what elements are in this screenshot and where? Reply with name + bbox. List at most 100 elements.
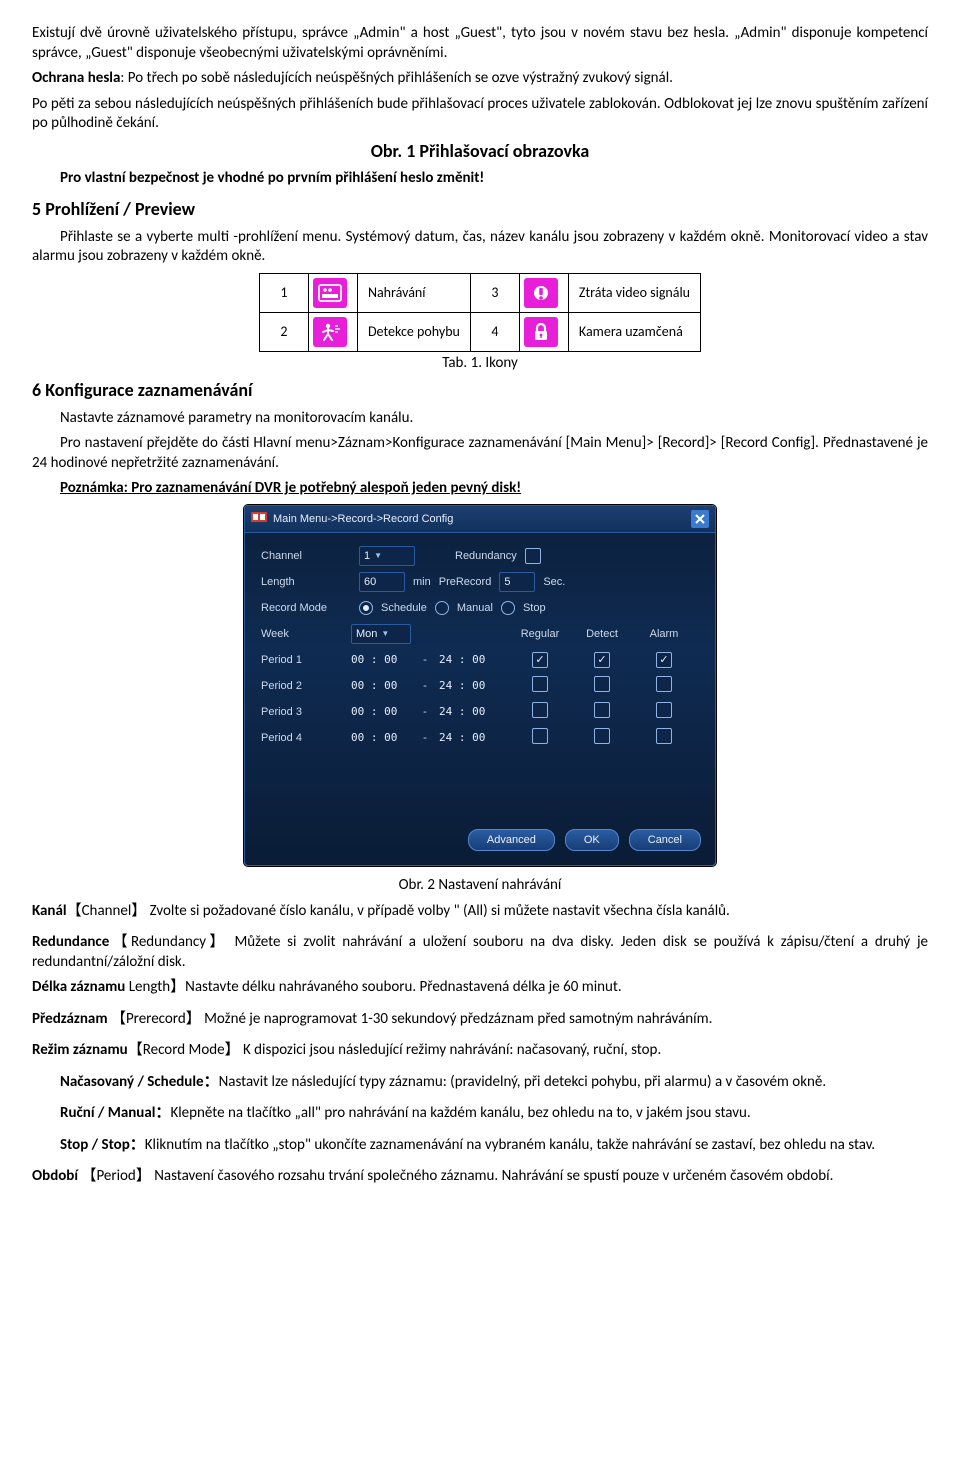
- p1-end[interactable]: 24 : 00: [439, 653, 509, 667]
- config-para-2: Pro nastavení přejděte do části Hlavní m…: [32, 434, 928, 473]
- kanal-label: Kanál: [32, 902, 67, 920]
- dialog-icon: [251, 510, 267, 528]
- rezim-para: Režim záznamu【Record Mode】 K dispozici j…: [32, 1041, 928, 1061]
- rezim-label: Režim záznamu: [32, 1041, 128, 1059]
- week-select[interactable]: Mon▼: [351, 624, 411, 644]
- stop-para: Stop / Stop：Kliknutím na tlačítko „stop"…: [60, 1136, 928, 1156]
- figure-1-caption: Obr. 1 Přihlašovací obrazovka: [32, 140, 928, 163]
- obdobi-para: Období 【Period】 Nastavení časového rozsa…: [32, 1167, 928, 1187]
- delka-label: Délka záznamu: [32, 978, 129, 996]
- p4-alarm-check[interactable]: [656, 728, 672, 744]
- predzaznam-label: Předzáznam: [32, 1010, 111, 1028]
- cancel-button[interactable]: Cancel: [629, 829, 701, 851]
- icon-label-loss: Ztráta video signálu: [568, 273, 700, 312]
- icons-table: 1 Nahrávání 3 Ztráta video signálu 2 Det…: [259, 273, 701, 352]
- p3-end[interactable]: 24 : 00: [439, 705, 509, 719]
- ochrana-hesla-label: Ochrana hesla: [32, 69, 120, 87]
- intro-para-1: Existují dvě úrovně uživatelského přístu…: [32, 24, 928, 63]
- p2-detect-check[interactable]: [594, 676, 610, 692]
- schedule-para: Načasovaný / Schedule：Nastavit lze násle…: [60, 1073, 928, 1093]
- p1-start[interactable]: 00 : 00: [351, 653, 411, 667]
- icon-cell-num-2: 2: [259, 312, 308, 351]
- min-label: min: [413, 575, 431, 589]
- p1-detect-check[interactable]: [594, 652, 610, 668]
- lock-icon: [524, 317, 558, 347]
- icon-label-lock: Kamera uzamčená: [568, 312, 700, 351]
- icon-cell-lock: [519, 312, 568, 351]
- dialog-body: Channel 1▼ Redundancy Length 60 min PreR…: [245, 533, 715, 819]
- recording-icon: [313, 278, 347, 308]
- ok-button[interactable]: OK: [565, 829, 619, 851]
- manual-label: Ruční / Manual：: [60, 1104, 170, 1122]
- manual-label: Manual: [457, 601, 493, 615]
- p4-regular-check[interactable]: [532, 728, 548, 744]
- icon-cell-num-3: 3: [470, 273, 519, 312]
- disk-note: Poznámka: Pro zaznamenávání DVR je potře…: [32, 479, 928, 499]
- p1-alarm-check[interactable]: [656, 652, 672, 668]
- obdobi-label: Období: [32, 1167, 81, 1185]
- length-input[interactable]: 60: [359, 572, 405, 592]
- ochrana-hesla-text: : Po třech po sobě následujících neúspěš…: [120, 69, 673, 87]
- channel-label: Channel: [261, 549, 351, 563]
- preview-para: Přihlaste se a vyberte multi -prohlížení…: [32, 228, 928, 267]
- predzaznam-para: Předzáznam 【Prerecord】 Možné je naprogra…: [32, 1010, 928, 1030]
- schedule-label: Schedule: [381, 601, 427, 615]
- week-label: Week: [261, 627, 351, 641]
- video-loss-icon: [524, 278, 558, 308]
- p3-regular-check[interactable]: [532, 702, 548, 718]
- alarm-col: Alarm: [633, 627, 695, 641]
- period4-label: Period 4: [261, 731, 351, 745]
- password-change-note: Pro vlastní bezpečnost je vhodné po prvn…: [32, 169, 928, 189]
- schedule-label: Načasovaný / Schedule：: [60, 1073, 219, 1091]
- p3-alarm-check[interactable]: [656, 702, 672, 718]
- p4-start[interactable]: 00 : 00: [351, 731, 411, 745]
- ochrana-hesla-para2: Po pěti za sebou následujících neúspěšný…: [32, 95, 928, 134]
- period3-label: Period 3: [261, 705, 351, 719]
- regular-col: Regular: [509, 627, 571, 641]
- p2-regular-check[interactable]: [532, 676, 548, 692]
- period2-label: Period 2: [261, 679, 351, 693]
- p3-detect-check[interactable]: [594, 702, 610, 718]
- icon-cell-num-1: 1: [259, 273, 308, 312]
- manual-radio[interactable]: [435, 601, 449, 615]
- icon-cell-rec: [308, 273, 357, 312]
- prerecord-input[interactable]: 5: [499, 572, 535, 592]
- p3-start[interactable]: 00 : 00: [351, 705, 411, 719]
- p4-detect-check[interactable]: [594, 728, 610, 744]
- p2-alarm-check[interactable]: [656, 676, 672, 692]
- redundance-text: 【Redundancy】 Můžete si zvolit nahrávání …: [32, 933, 928, 971]
- channel-select[interactable]: 1▼: [359, 546, 415, 566]
- icon-label-motion: Detekce pohybu: [357, 312, 470, 351]
- p2-end[interactable]: 24 : 00: [439, 679, 509, 693]
- obdobi-text: 【Period】 Nastavení časového rozsahu trvá…: [81, 1167, 833, 1185]
- icon-cell-num-4: 4: [470, 312, 519, 351]
- advanced-button[interactable]: Advanced: [468, 829, 555, 851]
- detect-col: Detect: [571, 627, 633, 641]
- motion-icon: [313, 317, 347, 347]
- ochrana-hesla-para: Ochrana hesla: Po třech po sobě následuj…: [32, 69, 928, 89]
- stop-radio[interactable]: [501, 601, 515, 615]
- manual-para: Ruční / Manual：Klepněte na tlačítko „all…: [60, 1104, 928, 1124]
- predzaznam-text: 【Prerecord】 Možné je naprogramovat 1-30 …: [111, 1010, 712, 1028]
- schedule-radio[interactable]: [359, 601, 373, 615]
- close-button[interactable]: [691, 510, 709, 528]
- stop-mode-label: Stop / Stop：: [60, 1136, 145, 1154]
- p4-end[interactable]: 24 : 00: [439, 731, 509, 745]
- p1-regular-check[interactable]: [532, 652, 548, 668]
- kanal-para: Kanál【Channel】 Zvolte si požadované čísl…: [32, 902, 928, 922]
- stop-text: Kliknutím na tlačítko „stop" ukončíte za…: [145, 1136, 875, 1154]
- redundance-para: Redundance【Redundancy】 Můžete si zvolit …: [32, 933, 928, 972]
- length-label: Length: [261, 575, 351, 589]
- section-6-heading: 6 Konfigurace zaznamenávání: [32, 379, 928, 402]
- redundancy-checkbox[interactable]: [525, 548, 541, 564]
- icon-cell-motion: [308, 312, 357, 351]
- record-config-dialog: Main Menu->Record->Record Config Channel…: [244, 505, 716, 867]
- period1-label: Period 1: [261, 653, 351, 667]
- manual-text: Klepněte na tlačítko „all" pro nahrávání…: [170, 1104, 750, 1122]
- stop-label: Stop: [523, 601, 546, 615]
- dialog-titlebar: Main Menu->Record->Record Config: [245, 506, 715, 533]
- figure-2-caption: Obr. 2 Nastavení nahrávání: [32, 876, 928, 896]
- p2-start[interactable]: 00 : 00: [351, 679, 411, 693]
- redundance-label: Redundance: [32, 933, 109, 951]
- delka-text: Length】Nastavte délku nahrávaného soubor…: [129, 978, 622, 996]
